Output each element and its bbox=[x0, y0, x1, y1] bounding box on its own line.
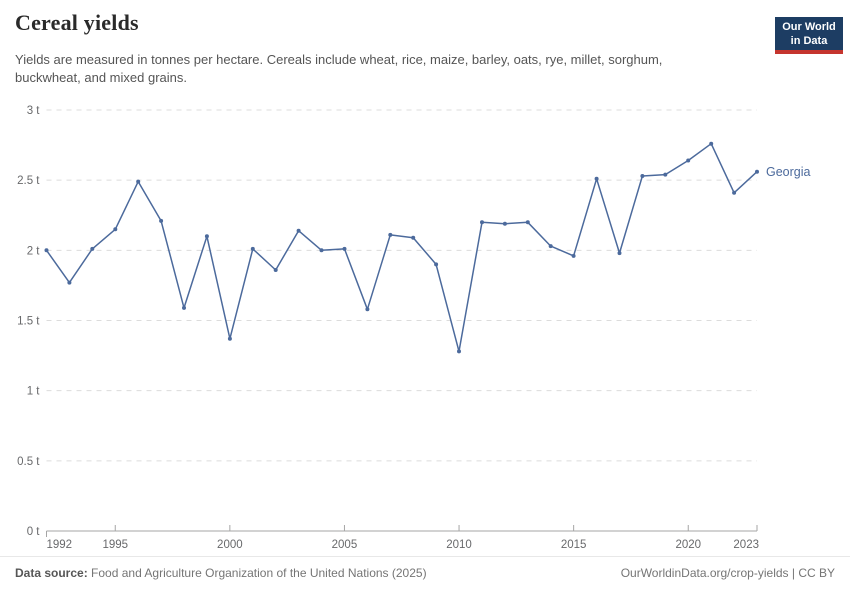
data-point-marker bbox=[548, 244, 553, 249]
data-point-marker bbox=[250, 246, 255, 251]
data-point-marker bbox=[182, 305, 186, 310]
x-tick-label: 2015 bbox=[561, 539, 587, 551]
data-point-marker bbox=[159, 218, 164, 223]
series-end-label: Georgia bbox=[766, 165, 811, 179]
x-tick-label: 2005 bbox=[332, 539, 358, 551]
data-point-marker bbox=[502, 221, 507, 226]
data-point-marker bbox=[525, 220, 530, 225]
data-source-label: Data source: bbox=[15, 566, 88, 580]
y-tick-label: 3 t bbox=[27, 105, 41, 117]
data-point-marker bbox=[686, 158, 691, 163]
data-point-marker bbox=[113, 227, 118, 232]
data-point-marker bbox=[434, 262, 439, 267]
footer-link[interactable]: OurWorldinData.org/crop-yields | CC BY bbox=[620, 566, 835, 580]
data-point-marker bbox=[319, 248, 324, 253]
y-tick-label: 0 t bbox=[27, 526, 41, 538]
x-tick-label: 1995 bbox=[102, 539, 128, 551]
data-point-marker bbox=[594, 176, 599, 181]
x-tick-label: 2000 bbox=[217, 539, 243, 551]
data-point-marker bbox=[204, 234, 209, 239]
logo-line1: Our World bbox=[782, 21, 836, 33]
y-tick-label: 1 t bbox=[27, 386, 41, 398]
data-point-marker bbox=[457, 349, 461, 354]
logo-line2: in Data bbox=[790, 35, 828, 48]
y-tick-label: 1.5 t bbox=[17, 316, 40, 328]
data-point-marker bbox=[640, 174, 645, 178]
data-point-marker bbox=[709, 141, 714, 146]
data-point-marker bbox=[273, 268, 278, 272]
chart-footer: Data source: Food and Agriculture Organi… bbox=[0, 556, 850, 580]
series-line bbox=[45, 142, 758, 353]
y-tick-label: 2 t bbox=[27, 245, 41, 257]
data-point-marker bbox=[480, 220, 484, 225]
data-point-marker bbox=[755, 169, 759, 174]
data-point-marker bbox=[617, 251, 622, 256]
x-tick-label: 2023 bbox=[733, 539, 759, 551]
data-point-marker bbox=[90, 246, 95, 251]
data-point-marker bbox=[365, 307, 370, 312]
data-point-marker bbox=[342, 246, 347, 251]
data-point-marker bbox=[296, 228, 301, 233]
x-tick-label: 2020 bbox=[675, 539, 701, 551]
owid-logo[interactable]: Our World in Data bbox=[775, 17, 843, 55]
y-tick-label: 0.5 t bbox=[17, 456, 40, 468]
data-point-marker bbox=[732, 190, 737, 195]
data-point-marker bbox=[663, 172, 668, 177]
x-tick-label: 2010 bbox=[446, 539, 472, 551]
y-tick-label: 2.5 t bbox=[17, 175, 40, 187]
data-point-marker bbox=[388, 232, 393, 237]
data-point-marker bbox=[44, 248, 49, 253]
page-title: Cereal yields bbox=[15, 10, 139, 35]
data-point-marker bbox=[67, 280, 72, 285]
chart-subtitle: Yields are measured in tonnes per hectar… bbox=[15, 52, 663, 85]
data-point-marker bbox=[136, 179, 141, 184]
x-tick-label: 1992 bbox=[47, 539, 73, 551]
data-point-marker bbox=[227, 336, 232, 341]
data-source-text: Food and Agriculture Organization of the… bbox=[87, 566, 427, 580]
data-point-marker bbox=[571, 253, 576, 258]
data-source: Data source: Food and Agriculture Organi… bbox=[15, 566, 427, 580]
data-point-marker bbox=[411, 235, 416, 240]
